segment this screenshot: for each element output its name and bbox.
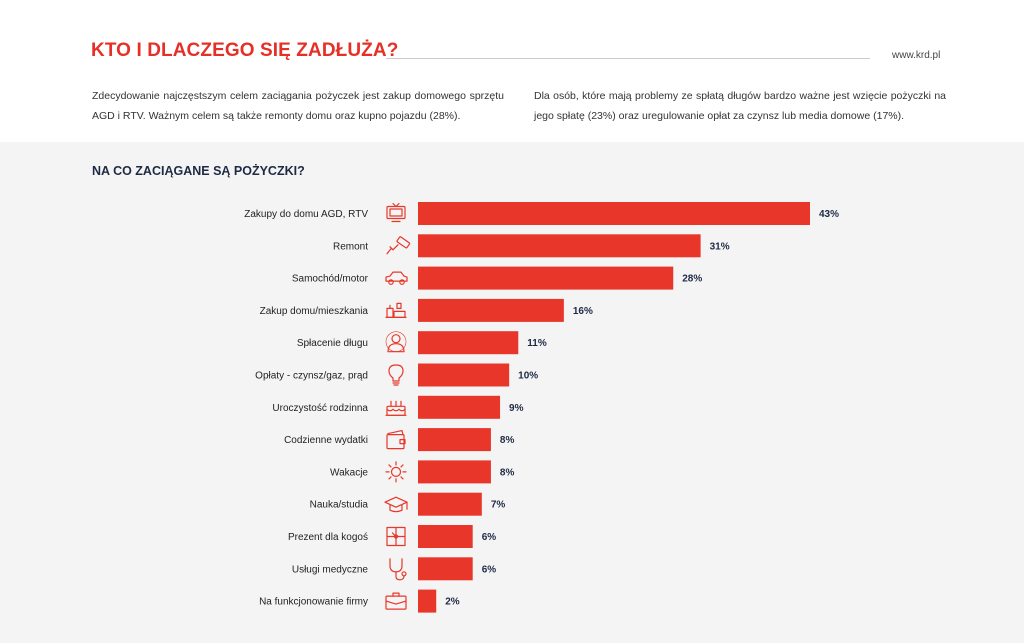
category-label: Opłaty - czynsz/gaz, prąd [255,371,368,382]
cake-icon [385,400,407,416]
bar [418,589,437,613]
intro-left-paragraph: Zdecydowanie najczęstszym celem zaciągan… [92,90,504,122]
category-label: Zakup domu/mieszkania [260,306,369,317]
bar-row: Zakup domu/mieszkania 16% [260,298,593,322]
category-label: Prezent dla kogoś [288,532,368,543]
category-label: Codzienne wydatki [284,435,368,446]
house-icon [385,302,407,318]
category-label: Wakacje [330,467,368,478]
lightbulb-icon [388,364,404,386]
bar-row: Na funkcjonowanie firmy 2% [259,589,460,613]
sun-icon [385,461,407,483]
bar-row: Codzienne wydatki 8% [284,428,515,452]
graduation-cap-icon [384,496,408,513]
value-label: 2% [445,597,460,608]
car-icon [385,271,408,285]
intro-right-paragraph: Dla osób, które mają problemy ze spłatą … [534,90,946,122]
category-label: Remont [333,241,368,252]
bar-row: Nauka/studia 7% [310,492,506,516]
header-section: KTO I DLACZEGO SIĘ ZADŁUŻA? www.krd.pl Z… [0,0,1024,142]
category-label: Samochód/motor [292,274,369,285]
category-label: Zakupy do domu AGD, RTV [244,209,368,220]
value-label: 28% [682,274,702,285]
wallet-icon [386,430,406,450]
value-label: 6% [482,564,497,575]
bar-row: Spłacenie długu 11% [297,331,547,355]
bar [418,428,491,452]
bar-row: Samochód/motor 28% [292,266,702,290]
site-url: www.krd.pl [892,50,941,61]
value-label: 6% [482,532,497,543]
bar [418,363,510,387]
chart-panel [0,142,1024,643]
bar-row: Remont 31% [333,234,730,258]
person-icon [385,331,407,353]
chart-title: NA CO ZACIĄGANE SĄ POŻYCZKI? [92,164,305,178]
title-divider [386,58,870,59]
value-label: 9% [509,403,524,414]
value-label: 8% [500,435,515,446]
bar [418,298,564,322]
page-title: KTO I DLACZEGO SIĘ ZADŁUŻA? [91,40,399,61]
stethoscope-icon [389,558,407,581]
bar [418,331,519,355]
bar-row: Wakacje 8% [330,460,515,484]
bar [418,266,674,290]
bar-row: Zakupy do domu AGD, RTV 43% [244,202,839,225]
value-label: 16% [573,306,593,317]
bar [418,234,701,258]
value-label: 7% [491,500,506,511]
category-label: Usługi medyczne [292,564,369,575]
bar [418,557,473,581]
bar-row: Usługi medyczne 6% [292,557,497,581]
bar-row: Opłaty - czynsz/gaz, prąd 10% [255,363,538,387]
category-label: Uroczystość rodzinna [272,403,368,414]
paint-roller-icon [386,236,411,255]
value-label: 10% [518,371,538,382]
bar [418,395,501,419]
bar [418,460,491,484]
value-label: 11% [527,338,547,349]
bar-row: Uroczystość rodzinna 9% [272,395,524,419]
bar-row: Prezent dla kogoś 6% [288,525,496,548]
bar [418,525,473,548]
value-label: 8% [500,467,515,478]
value-label: 31% [710,241,730,252]
gift-icon [386,526,406,547]
category-label: Spłacenie długu [297,338,368,349]
bar [418,492,482,516]
category-label: Na funkcjonowanie firmy [259,597,368,608]
tv-icon [386,202,406,223]
category-label: Nauka/studia [310,500,369,511]
briefcase-icon [385,592,407,610]
bar [418,202,810,225]
value-label: 43% [819,209,839,220]
